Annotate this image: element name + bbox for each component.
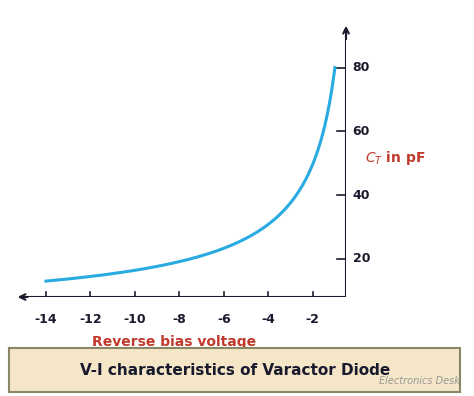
Text: -4: -4	[261, 313, 275, 326]
Text: 20: 20	[353, 252, 370, 265]
Text: -6: -6	[217, 313, 231, 326]
Text: Reverse bias voltage: Reverse bias voltage	[91, 335, 256, 349]
Text: -12: -12	[79, 313, 102, 326]
Text: -8: -8	[173, 313, 186, 326]
Text: Electronics Desk: Electronics Desk	[379, 376, 460, 386]
Text: 60: 60	[353, 125, 370, 138]
Text: 80: 80	[353, 61, 370, 74]
Text: 40: 40	[353, 188, 370, 202]
Text: $C_T$ in pF: $C_T$ in pF	[365, 149, 426, 168]
Text: -10: -10	[124, 313, 146, 326]
Text: V-I characteristics of Varactor Diode: V-I characteristics of Varactor Diode	[80, 363, 390, 378]
Text: -2: -2	[306, 313, 319, 326]
Text: -14: -14	[35, 313, 57, 326]
